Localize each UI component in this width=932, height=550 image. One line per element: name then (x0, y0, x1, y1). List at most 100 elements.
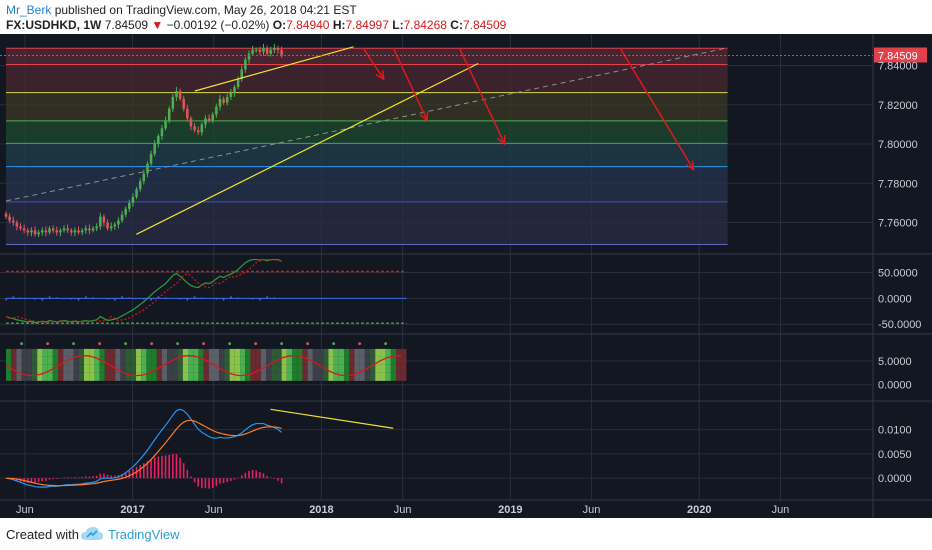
heatmap-cell (250, 364, 256, 373)
heatmap-cell (115, 364, 121, 373)
heatmap-cell (136, 356, 142, 365)
candle-body (204, 118, 207, 125)
heatmap-cell (73, 356, 79, 365)
heatmap-cell (370, 348, 376, 357)
author-link[interactable]: Mr_Berk (6, 3, 52, 17)
candle-body (66, 228, 69, 231)
heatmap-cell (307, 364, 313, 373)
heatmap-cell (156, 356, 163, 365)
candle-body (4, 213, 8, 217)
heatmap-cell (349, 348, 355, 357)
time-axis-label: Jun (205, 504, 223, 516)
heatmap-cell (125, 364, 131, 373)
heatmap-cell (26, 364, 33, 373)
heatmap-tick-label: 0.0000 (878, 380, 912, 392)
oscillator-signal-line (5, 258, 282, 324)
heatmap-cell (203, 364, 209, 373)
heatmap-cell (276, 372, 282, 381)
heatmap-cell (271, 356, 277, 365)
heatmap-cell (177, 348, 183, 357)
oscillator-tick-label: -50.0000 (878, 319, 921, 331)
fib-zone (6, 201, 728, 245)
price-tick-label: 7.84000 (878, 60, 918, 72)
candle-body (26, 230, 30, 233)
candle-body (225, 96, 229, 103)
oscillator-tick-label: 0.0000 (878, 293, 912, 305)
heatmap-cell (115, 356, 121, 365)
heatmap-cell (110, 364, 116, 373)
tradingview-brand[interactable]: TradingView (108, 527, 180, 542)
heatmap-cell (11, 348, 17, 357)
tradingview-cloud-icon (81, 527, 103, 540)
heatmap-cell (297, 348, 303, 357)
heatmap-cell (94, 356, 100, 365)
candle-body (95, 226, 98, 229)
heatmap-cell (21, 356, 27, 365)
heatmap-cell (167, 364, 173, 373)
heatmap-cell (396, 356, 402, 365)
heatmap-cell (234, 372, 241, 381)
heatmap-cell (198, 348, 204, 357)
heatmap-cell (177, 364, 183, 373)
heatmap-cell (380, 348, 386, 357)
heatmap-cell (89, 372, 95, 381)
candle-body (106, 222, 109, 229)
heatmap-cell (260, 348, 267, 357)
heatmap-cell (281, 364, 287, 373)
heatmap-cell (104, 364, 111, 373)
heatmap-signal-dot (358, 342, 362, 346)
heatmap-cell (260, 356, 267, 365)
candle-body (175, 91, 178, 97)
time-axis-label: 2017 (120, 504, 144, 516)
chart-header: Mr_Berk published on TradingView.com, Ma… (0, 0, 932, 34)
heatmap-cell (125, 356, 131, 365)
heatmap-cell (198, 364, 204, 373)
candle-body (276, 47, 280, 50)
heatmap-cell (89, 364, 95, 373)
heatmap-cell (344, 356, 350, 365)
candle-body (273, 47, 276, 50)
candle-body (55, 230, 59, 233)
arrow-head-icon (497, 135, 506, 146)
last-price: 7.84509 (104, 18, 149, 32)
heatmap-cell (21, 348, 27, 357)
heatmap-cell (344, 364, 350, 373)
heatmap-cell (162, 348, 168, 357)
heatmap-signal-dot (202, 342, 206, 346)
heatmap-cell (245, 372, 251, 381)
heatmap-cell (240, 348, 246, 357)
heatmap-cell (318, 356, 324, 365)
heatmap-cell (63, 364, 69, 373)
heatmap-cell (385, 364, 391, 373)
candle-body (247, 53, 251, 60)
heatmap-cell (333, 348, 339, 357)
heatmap-cell (271, 372, 277, 381)
candle-body (48, 228, 51, 233)
heatmap-cell (136, 364, 142, 373)
heatmap-cell (359, 348, 365, 357)
heatmap-cell (151, 348, 157, 357)
candle-body (99, 216, 102, 227)
open-value: 7.84940 (286, 18, 330, 32)
heatmap-cell (130, 364, 137, 373)
price-tick-label: 7.78000 (878, 178, 918, 190)
heatmap-cell (141, 372, 147, 381)
candle-body (164, 120, 167, 129)
low-value: 7.84268 (403, 18, 447, 32)
projection-arrow (458, 47, 506, 145)
heatmap-signal-dot (228, 342, 232, 346)
heatmap-cell (354, 356, 360, 365)
heatmap-cell (32, 372, 38, 381)
heatmap-cell (208, 364, 215, 373)
heatmap-cell (37, 356, 43, 365)
heatmap-tick-label: 5.0000 (878, 356, 912, 368)
heatmap-cell (224, 364, 230, 373)
heatmap-cell (286, 356, 293, 365)
heatmap-cell (99, 372, 105, 381)
time-axis-label: Jun (583, 504, 601, 516)
time-axis-label: 2018 (309, 504, 333, 516)
candle-body (22, 228, 26, 231)
time-axis-label: 2019 (498, 504, 522, 516)
candle-body (109, 226, 113, 229)
